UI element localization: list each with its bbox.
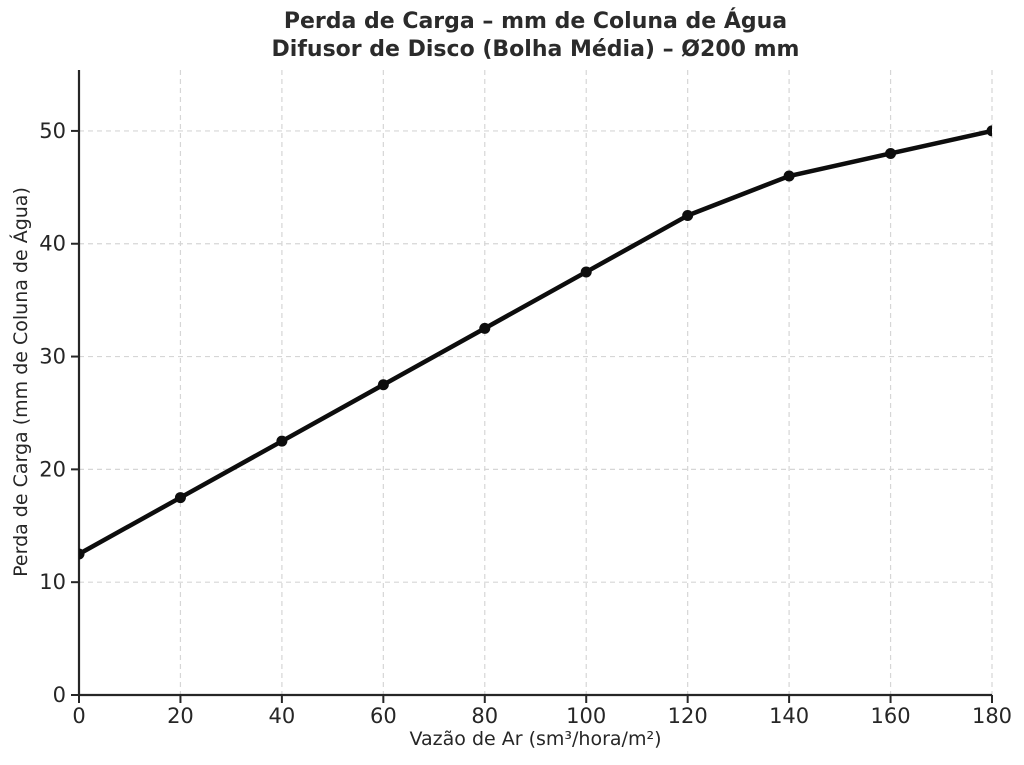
x-tick-label: 20: [167, 704, 194, 728]
y-tick-label: 0: [53, 683, 66, 707]
y-tick-label: 10: [39, 570, 66, 594]
data-point-marker: [986, 125, 992, 137]
x-tick-label: 0: [72, 704, 85, 728]
data-point-marker: [79, 548, 85, 560]
data-point-marker: [276, 435, 288, 447]
data-point-marker: [479, 322, 491, 334]
x-tick-label: 180: [972, 704, 1012, 728]
data-point-marker: [682, 210, 694, 222]
x-tick-label: 80: [471, 704, 498, 728]
x-tick-label: 140: [769, 704, 809, 728]
y-tick-label: 20: [39, 457, 66, 481]
data-point-marker: [885, 147, 897, 159]
data-series: [79, 125, 992, 560]
y-axis-label: Perda de Carga (mm de Coluna de Água): [10, 187, 32, 577]
x-tick-label: 40: [269, 704, 296, 728]
y-tick-label: 30: [39, 345, 66, 369]
y-tick-label: 50: [39, 119, 66, 143]
chart-subtitle: Difusor de Disco (Bolha Média) – Ø200 mm: [271, 37, 800, 62]
x-axis-label: Vazão de Ar (sm³/hora/m²): [409, 728, 662, 750]
data-point-marker: [377, 379, 389, 391]
chart-title: Perda de Carga – mm de Coluna de Água: [283, 9, 788, 34]
x-tick-label: 120: [668, 704, 708, 728]
series-line: [79, 128, 992, 557]
data-point-marker: [783, 170, 795, 182]
data-point-marker: [580, 266, 592, 278]
x-tick-label: 60: [370, 704, 397, 728]
x-tick-label: 100: [566, 704, 606, 728]
y-tick-label: 40: [39, 232, 66, 256]
data-point-marker: [174, 492, 186, 504]
x-tick-label: 160: [871, 704, 911, 728]
